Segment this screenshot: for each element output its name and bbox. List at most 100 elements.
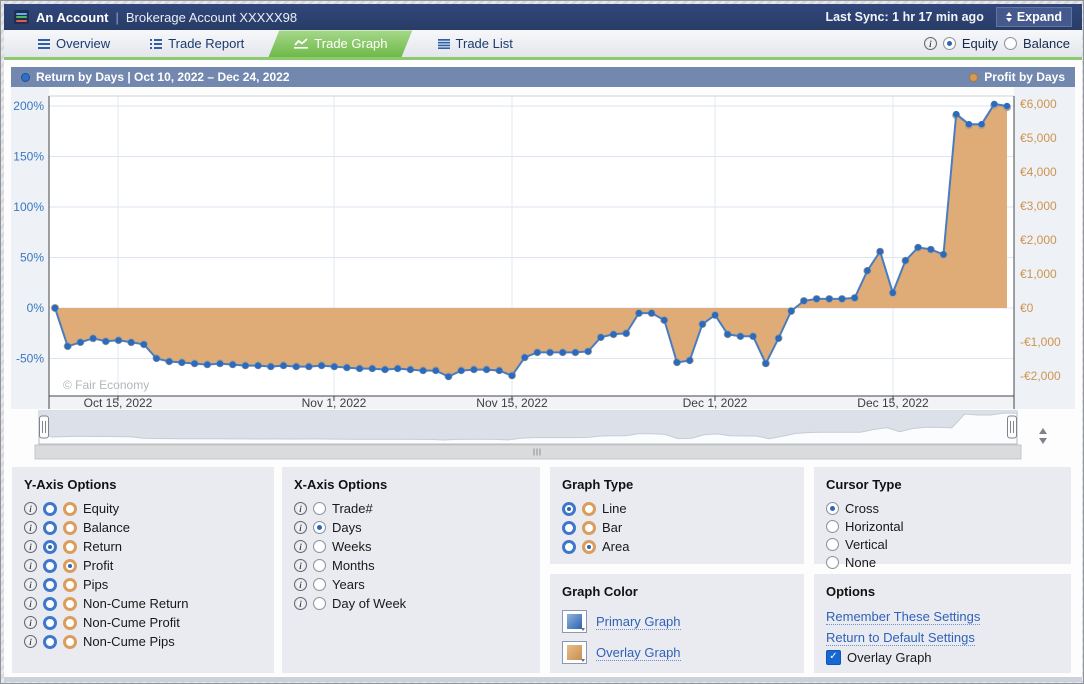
range-handle-right[interactable] <box>1008 416 1017 438</box>
tab-trade-list[interactable]: Trade List <box>418 30 533 57</box>
option-label: Days <box>332 520 362 535</box>
tab-label: Trade List <box>456 36 513 51</box>
years-info-icon[interactable]: i <box>294 578 307 591</box>
account-title: An Account | Brokerage Account XXXXX98 <box>14 10 297 25</box>
balance-info-icon[interactable]: i <box>24 521 37 534</box>
option-label: Return <box>83 539 122 554</box>
day-of-week-info-icon[interactable]: i <box>294 597 307 610</box>
pips-overlay-radio[interactable] <box>63 578 77 592</box>
equity-info-icon[interactable]: i <box>24 502 37 515</box>
range-handle-left[interactable] <box>40 416 49 438</box>
area-primary-radio[interactable] <box>562 540 576 554</box>
return-primary-radio[interactable] <box>43 540 57 554</box>
non-cume-return-info-icon[interactable]: i <box>24 597 37 610</box>
area-overlay-radio[interactable] <box>582 540 596 554</box>
non-cume-return-overlay-radio[interactable] <box>63 597 77 611</box>
weeks-info-icon[interactable]: i <box>294 540 307 553</box>
return-overlay-radio[interactable] <box>63 540 77 554</box>
balance-primary-radio[interactable] <box>43 521 57 535</box>
day-of-week-radio[interactable] <box>313 597 326 610</box>
non-cume-profit-primary-radio[interactable] <box>43 616 57 630</box>
balance-overlay-radio[interactable] <box>63 521 77 535</box>
vertical-radio[interactable] <box>826 538 839 551</box>
return-to-default-settings-link[interactable]: Return to Default Settings <box>826 630 975 646</box>
non-cume-pips-overlay-radio[interactable] <box>63 635 77 649</box>
option-row-balance: iBalance <box>24 518 262 537</box>
option-row-equity: iEquity <box>24 499 262 518</box>
tab-label: Overview <box>56 36 110 51</box>
option-label: Weeks <box>332 539 372 554</box>
option-row-non-cume-profit: iNon-Cume Profit <box>24 613 262 632</box>
tab-trade-graph[interactable]: Trade Graph <box>274 30 407 57</box>
tab-list: Overview Trade Report Trade Graph Trade Lis… <box>18 30 533 57</box>
trade-graph-icon <box>294 38 308 49</box>
panel-title: Graph Type <box>562 477 792 492</box>
non-cume-pips-info-icon[interactable]: i <box>24 635 37 648</box>
tab-overview[interactable]: Overview <box>18 30 130 57</box>
balance-radio[interactable] <box>1004 37 1017 50</box>
expand-button[interactable]: Expand <box>996 7 1072 27</box>
chart-title-right: Profit by Days <box>984 70 1065 84</box>
non-cume-return-primary-radio[interactable] <box>43 597 57 611</box>
panel-y-axis-options: Y-Axis OptionsiEquityiBalanceiReturniPro… <box>12 467 274 673</box>
pips-primary-radio[interactable] <box>43 578 57 592</box>
svg-text:€5,000: €5,000 <box>1020 131 1057 145</box>
overlay-graph-color-swatch[interactable] <box>562 641 587 664</box>
app-window: An Account | Brokerage Account XXXXX98 L… <box>4 4 1082 682</box>
series-toggle-info-icon[interactable]: i <box>924 37 937 50</box>
panel-options: OptionsRemember These SettingsReturn to … <box>814 574 1071 673</box>
trade-graph-chart: 200%150%100%50%0%-50%€6,000€5,000€4,000€… <box>11 87 1075 461</box>
remember-these-settings-link[interactable]: Remember These Settings <box>826 609 980 625</box>
bar-overlay-radio[interactable] <box>582 521 596 535</box>
option-row-horizontal: Horizontal <box>826 517 1059 535</box>
profit-info-icon[interactable]: i <box>24 559 37 572</box>
chart-header-left: Return by Days | Oct 10, 2022 – Dec 24, … <box>21 70 290 84</box>
years-radio[interactable] <box>313 578 326 591</box>
non-cume-profit-overlay-radio[interactable] <box>63 616 77 630</box>
svg-text:Nov 15, 2022: Nov 15, 2022 <box>476 396 548 410</box>
option-row-trade: iTrade# <box>294 499 528 518</box>
equity-overlay-radio[interactable] <box>63 502 77 516</box>
return-info-icon[interactable]: i <box>24 540 37 553</box>
profit-overlay-radio[interactable] <box>63 559 77 573</box>
nav-down-arrow[interactable] <box>1039 438 1047 444</box>
weeks-radio[interactable] <box>313 540 326 553</box>
tab-trade-report[interactable]: Trade Report <box>130 30 264 57</box>
chart-header: Return by Days | Oct 10, 2022 – Dec 24, … <box>11 67 1075 87</box>
svg-text:Dec 1, 2022: Dec 1, 2022 <box>683 396 748 410</box>
svg-text:-€1,000: -€1,000 <box>1020 335 1061 349</box>
none-radio[interactable] <box>826 556 839 569</box>
equity-primary-radio[interactable] <box>43 502 57 516</box>
days-info-icon[interactable]: i <box>294 521 307 534</box>
horizontal-radio[interactable] <box>826 520 839 533</box>
months-info-icon[interactable]: i <box>294 559 307 572</box>
panel-cursor-type: Cursor TypeCrossHorizontalVerticalNone <box>814 467 1071 564</box>
line-primary-radio[interactable] <box>562 502 576 516</box>
chart-header-right: Profit by Days <box>969 70 1065 84</box>
overlay-graph-checkbox[interactable]: ✓ <box>826 650 841 665</box>
profit-primary-radio[interactable] <box>43 559 57 573</box>
horizontal-scrollbar[interactable] <box>35 445 1021 459</box>
primary-graph-link[interactable]: Primary Graph <box>596 614 681 630</box>
trade-info-icon[interactable]: i <box>294 502 307 515</box>
option-row-area: Area <box>562 537 792 556</box>
equity-radio[interactable] <box>943 37 956 50</box>
tab-label: Trade Graph <box>314 36 387 51</box>
overlay-graph-link[interactable]: Overlay Graph <box>596 645 681 661</box>
bar-primary-radio[interactable] <box>562 521 576 535</box>
days-radio[interactable] <box>313 521 326 534</box>
nav-up-arrow[interactable] <box>1039 428 1047 434</box>
line-overlay-radio[interactable] <box>582 502 596 516</box>
non-cume-pips-primary-radio[interactable] <box>43 635 57 649</box>
pips-info-icon[interactable]: i <box>24 578 37 591</box>
svg-text:150%: 150% <box>13 150 44 164</box>
svg-text:€2,000: €2,000 <box>1020 233 1057 247</box>
non-cume-profit-info-icon[interactable]: i <box>24 616 37 629</box>
cross-radio[interactable] <box>826 502 839 515</box>
months-radio[interactable] <box>313 559 326 572</box>
trade-radio[interactable] <box>313 502 326 515</box>
svg-text:Dec 15, 2022: Dec 15, 2022 <box>857 396 929 410</box>
svg-text:0%: 0% <box>27 301 45 315</box>
svg-text:-50%: -50% <box>16 352 44 366</box>
primary-graph-color-swatch[interactable] <box>562 610 587 633</box>
